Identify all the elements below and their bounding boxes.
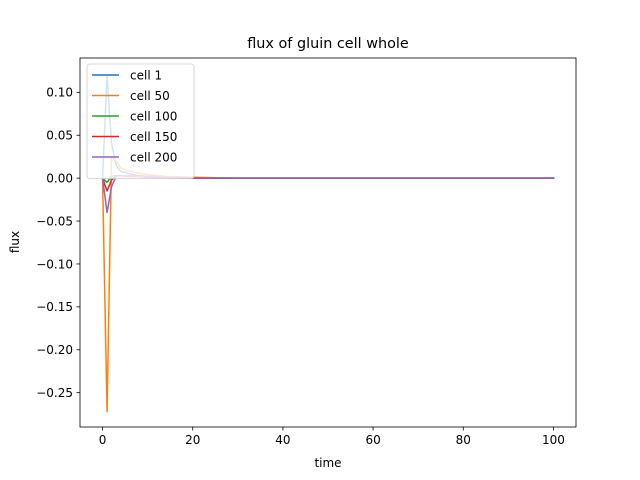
y-tick-label: −0.15 — [36, 300, 73, 314]
y-tick-label: −0.05 — [36, 214, 73, 228]
x-axis-label: time — [314, 456, 341, 470]
chart-title: flux of gluin cell whole — [247, 36, 409, 52]
x-axis: 0 20 40 60 80 100 — [99, 427, 565, 447]
y-axis-label: flux — [8, 231, 22, 253]
axes-frame — [79, 57, 577, 428]
x-tick-label: 0 — [99, 433, 107, 447]
legend-label: cell 1 — [130, 68, 162, 82]
legend-box — [86, 63, 195, 179]
x-tick-label: 60 — [365, 433, 380, 447]
x-tick-label: 40 — [275, 433, 290, 447]
y-tick-label: −0.20 — [36, 343, 73, 357]
y-tick-label: 0.00 — [46, 171, 73, 185]
legend-label: cell 100 — [130, 109, 177, 123]
legend-label: cell 50 — [130, 89, 170, 103]
y-tick-label: −0.10 — [36, 257, 73, 271]
x-tick-label: 20 — [185, 433, 200, 447]
y-tick-label: −0.25 — [36, 386, 73, 400]
y-tick-label: 0.10 — [46, 86, 73, 100]
y-axis: 0.10 0.05 0.00 −0.05 −0.10 −0.15 −0.20 −0.25 — [36, 86, 80, 400]
x-tick-label: 80 — [456, 433, 471, 447]
x-tick-label: 100 — [542, 433, 565, 447]
legend: cell 1 cell 50 cell 100 cell 150 cell 200 — [86, 63, 195, 179]
legend-label: cell 200 — [130, 150, 177, 164]
legend-label: cell 150 — [130, 130, 177, 144]
y-tick-label: 0.05 — [46, 129, 73, 143]
